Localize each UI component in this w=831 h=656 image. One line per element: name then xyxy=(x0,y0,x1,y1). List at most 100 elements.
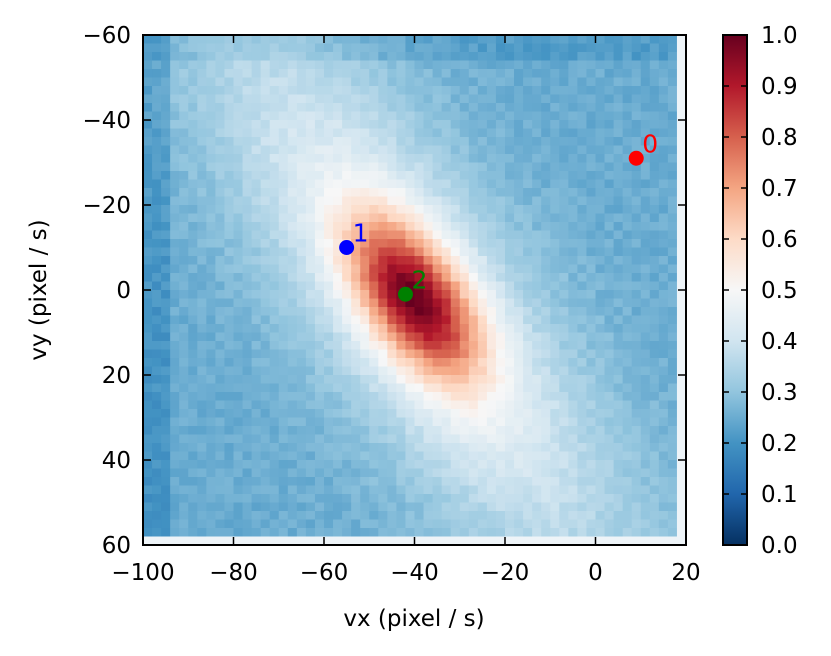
heatmap-cell xyxy=(360,349,370,359)
heatmap-cell xyxy=(360,358,370,368)
heatmap-cell xyxy=(188,247,198,257)
heatmap-cell xyxy=(405,392,416,402)
heatmap-cell xyxy=(514,171,524,181)
heatmap-cell xyxy=(550,281,560,291)
heatmap-cell xyxy=(396,35,407,45)
heatmap-cell xyxy=(233,502,244,512)
heatmap-cell xyxy=(224,213,235,223)
heatmap-cell xyxy=(278,171,289,181)
heatmap-cell xyxy=(523,349,533,359)
heatmap-cell xyxy=(423,162,434,172)
heatmap-cell xyxy=(278,213,289,223)
heatmap-cell xyxy=(532,511,542,521)
heatmap-cell xyxy=(296,171,307,181)
heatmap-cell xyxy=(667,485,678,495)
heatmap-cell xyxy=(523,400,533,410)
heatmap-cell xyxy=(595,451,606,461)
heatmap-cell xyxy=(658,171,669,181)
heatmap-cell xyxy=(586,213,597,223)
heatmap-cell xyxy=(269,137,280,147)
heatmap-cell xyxy=(523,443,533,453)
heatmap-cell xyxy=(550,349,560,359)
heatmap-cell xyxy=(251,468,262,478)
heatmap-cell xyxy=(233,137,244,147)
heatmap-cell xyxy=(387,196,397,206)
heatmap-cell xyxy=(351,494,361,504)
heatmap-cell xyxy=(495,366,506,376)
heatmap-cell xyxy=(459,519,470,529)
heatmap-cell xyxy=(296,52,307,62)
heatmap-cell xyxy=(459,145,470,155)
heatmap-cell xyxy=(613,120,624,130)
heatmap-cell xyxy=(667,332,678,342)
heatmap-cell xyxy=(333,341,343,351)
heatmap-cell xyxy=(224,69,235,79)
heatmap-cell xyxy=(242,341,253,351)
heatmap-cell xyxy=(432,137,443,147)
heatmap-cell xyxy=(523,298,533,308)
heatmap-cell xyxy=(423,341,434,351)
heatmap-cell xyxy=(342,332,352,342)
heatmap-cell xyxy=(577,375,588,385)
heatmap-cell xyxy=(224,298,235,308)
heatmap-cell xyxy=(296,494,307,504)
heatmap-cell xyxy=(523,247,533,257)
heatmap-cell xyxy=(414,69,425,79)
heatmap-cell xyxy=(215,307,226,317)
heatmap-cell xyxy=(477,239,488,249)
heatmap-cell xyxy=(351,375,361,385)
heatmap-cell xyxy=(296,392,307,402)
heatmap-cell xyxy=(215,349,226,359)
heatmap-cell xyxy=(495,451,506,461)
heatmap-cell xyxy=(324,375,334,385)
heatmap-cell xyxy=(179,383,189,393)
heatmap-cell xyxy=(333,281,343,291)
heatmap-cell xyxy=(405,315,416,325)
heatmap-cell xyxy=(360,264,370,274)
heatmap-cell xyxy=(486,290,497,300)
heatmap-cell xyxy=(586,494,597,504)
x-tick-label: −20 xyxy=(481,560,530,586)
heatmap-cell xyxy=(559,179,569,189)
heatmap-cell xyxy=(631,239,642,249)
heatmap-cell xyxy=(613,485,624,495)
heatmap-cell xyxy=(378,409,388,419)
heatmap-cell xyxy=(224,315,235,325)
heatmap-cell xyxy=(595,502,606,512)
heatmap-cell xyxy=(523,77,533,87)
heatmap-cell xyxy=(495,502,506,512)
heatmap-cell xyxy=(387,528,397,538)
heatmap-cell xyxy=(568,502,578,512)
heatmap-cell xyxy=(559,477,569,487)
heatmap-cell xyxy=(514,256,524,266)
heatmap-cell xyxy=(468,137,479,147)
heatmap-cell xyxy=(314,103,325,113)
heatmap-cell xyxy=(568,154,578,164)
heatmap-cell xyxy=(477,222,488,232)
heatmap-cell xyxy=(351,273,361,283)
heatmap-cell xyxy=(667,519,678,529)
heatmap-cell xyxy=(586,485,597,495)
heatmap-cell xyxy=(613,213,624,223)
heatmap-cell xyxy=(324,205,334,215)
heatmap-cell xyxy=(550,332,560,342)
heatmap-cell xyxy=(640,60,651,70)
heatmap-cell xyxy=(360,434,370,444)
heatmap-cell xyxy=(514,451,524,461)
heatmap-cell xyxy=(378,451,388,461)
heatmap-cell xyxy=(523,366,533,376)
heatmap-cell xyxy=(541,128,551,138)
heatmap-cell xyxy=(324,434,334,444)
x-axis: −100 −80 −60 −40 −20 0 20 xyxy=(111,35,701,586)
heatmap-cell xyxy=(532,103,542,113)
heatmap-cell xyxy=(278,77,289,87)
heatmap-cell xyxy=(143,281,153,291)
heatmap-cell xyxy=(405,460,416,470)
heatmap-cell xyxy=(360,128,370,138)
heatmap-cell xyxy=(296,477,307,487)
heatmap-cell xyxy=(360,273,370,283)
heatmap-cell xyxy=(314,111,325,121)
heatmap-cell xyxy=(260,400,271,410)
heatmap-cell xyxy=(550,324,560,334)
heatmap-cell xyxy=(342,256,352,266)
